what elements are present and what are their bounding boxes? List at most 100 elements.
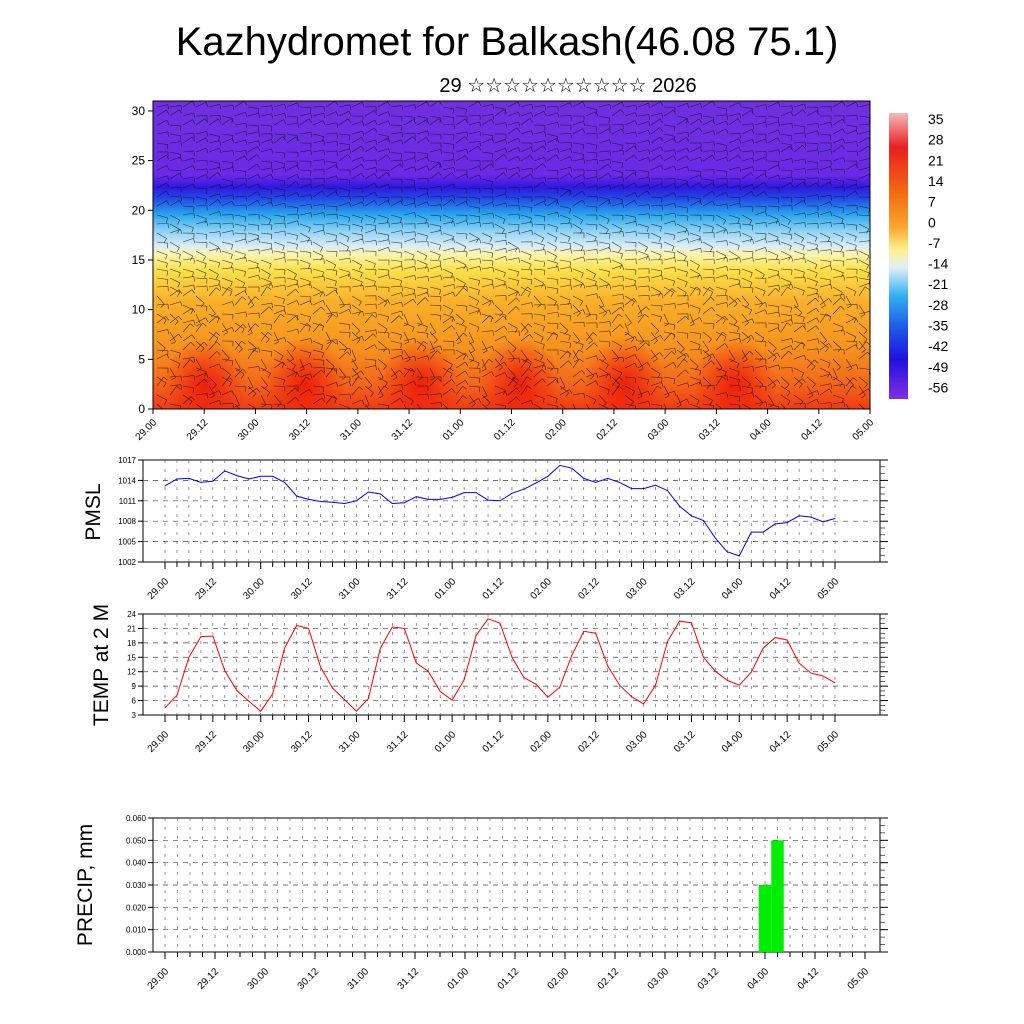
wind-barb-flag (216, 246, 219, 252)
wind-barb-flag (336, 240, 338, 246)
wind-barb-flag (180, 195, 182, 201)
wind-barb (234, 257, 246, 261)
wind-barb (793, 340, 805, 345)
wind-barb (832, 205, 844, 209)
wind-barb-flag (802, 245, 805, 251)
wind-barb (585, 106, 597, 110)
wind-barb (364, 365, 376, 369)
wind-barb-flag (206, 148, 209, 154)
wind-barb-flag (336, 175, 339, 181)
wind-barb (819, 121, 831, 126)
wind-barb (247, 140, 259, 144)
wind-barb (780, 385, 791, 393)
wind-barb (533, 131, 545, 135)
wind-barb (442, 247, 454, 252)
wind-barb (520, 112, 532, 117)
wind-barb-flag (674, 212, 677, 218)
wind-barb-flag (447, 412, 451, 416)
wind-barb (715, 343, 725, 351)
wind-barb (598, 349, 606, 359)
wind-barb (494, 325, 505, 333)
wind-barb-flag (214, 338, 219, 343)
wind-barb-flag (228, 377, 234, 381)
wind-barb (390, 124, 403, 126)
wind-barb (507, 167, 519, 171)
wind-barb (221, 377, 230, 387)
wind-barb (260, 214, 272, 220)
wind-barb (351, 163, 362, 171)
wind-barb (845, 358, 853, 369)
wind-barb (702, 200, 713, 207)
wind-barb (169, 331, 176, 342)
wind-barb (650, 250, 662, 256)
wind-barb-flag (608, 172, 612, 178)
wind-barb (559, 187, 571, 191)
wind-barb-flag (417, 323, 423, 327)
wind-barb-flag (462, 283, 466, 289)
wind-barb-flag (815, 307, 820, 313)
wind-barb-flag (607, 389, 610, 395)
wind-barb-flag (414, 266, 417, 272)
wind-barb (702, 353, 713, 360)
wind-barb (481, 371, 492, 378)
wind-barb (533, 110, 545, 117)
wind-barb-flag (738, 147, 742, 152)
wind-barb-flag (555, 379, 559, 384)
wind-barb (845, 303, 858, 306)
wind-barb-flag (232, 184, 235, 190)
wind-barb-flag (804, 103, 807, 109)
wind-barb (611, 176, 623, 180)
wind-barb (676, 394, 682, 406)
wind-barb (455, 201, 467, 207)
wind-barb (286, 349, 294, 359)
wind-barb (507, 306, 517, 315)
wind-barb-flag (595, 126, 598, 133)
wind-barb-flag (465, 380, 469, 385)
wind-barb-flag (514, 382, 518, 388)
wind-barb (260, 201, 272, 207)
wind-barb (559, 350, 568, 360)
wind-barb (390, 354, 402, 360)
wind-barb (585, 342, 595, 351)
wind-barb (715, 142, 727, 146)
wind-barb-flag (465, 352, 469, 358)
wind-barb (338, 223, 350, 226)
wind-barb-flag (853, 291, 857, 297)
wind-barb-flag (253, 349, 259, 353)
wind-barb (702, 101, 713, 108)
wind-barb-flag (759, 303, 764, 308)
wind-barb-flag (622, 275, 624, 282)
wind-barb (689, 113, 701, 117)
wind-barb-flag (830, 284, 833, 290)
wind-barb (455, 304, 467, 307)
wind-barb (663, 347, 675, 351)
wind-barb-flag (257, 191, 261, 197)
wind-barb (832, 186, 844, 189)
wind-barb-flag (737, 371, 740, 377)
wind-barb (338, 393, 351, 396)
wind-barb (325, 222, 337, 225)
wind-barb-flag (609, 104, 612, 110)
wind-barb-flag (631, 391, 635, 396)
wind-barb (299, 300, 311, 306)
wind-barb-flag (855, 126, 858, 132)
wind-barb (663, 313, 670, 325)
wind-barb (637, 149, 649, 153)
wind-barb-flag (399, 163, 404, 169)
wind-barb (533, 349, 544, 357)
wind-barb (715, 120, 727, 126)
wind-barb (676, 382, 688, 387)
wind-barb-flag (477, 308, 480, 314)
wind-barb-flag (817, 149, 820, 155)
wind-barb (845, 232, 857, 237)
wind-barb (663, 390, 675, 396)
wind-barb-flag (864, 383, 868, 388)
wind-barb (195, 295, 205, 304)
wind-barb (689, 238, 701, 243)
wind-barb-flag (404, 414, 409, 416)
wind-barb-flag (664, 323, 669, 327)
wind-barb (624, 142, 637, 145)
warm-core (263, 337, 347, 409)
wind-barb (702, 214, 715, 217)
wind-barb-flag (491, 119, 495, 124)
